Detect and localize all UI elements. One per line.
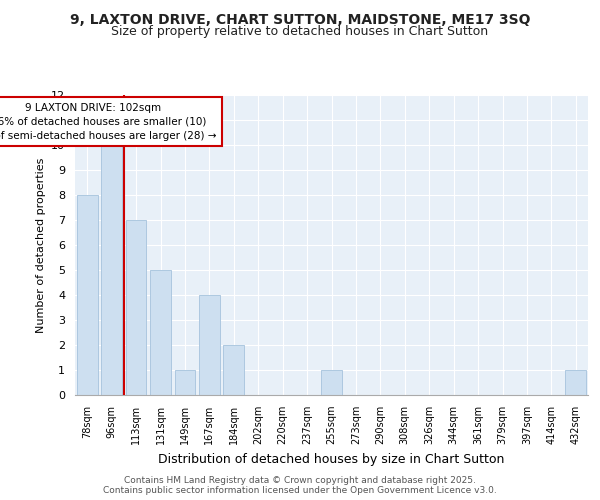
Bar — [125, 220, 146, 395]
Bar — [223, 345, 244, 395]
Text: Contains public sector information licensed under the Open Government Licence v3: Contains public sector information licen… — [103, 486, 497, 495]
Bar — [101, 145, 122, 395]
Bar — [77, 195, 98, 395]
Text: Size of property relative to detached houses in Chart Sutton: Size of property relative to detached ho… — [112, 25, 488, 38]
Bar — [565, 370, 586, 395]
Bar — [321, 370, 342, 395]
Bar — [150, 270, 171, 395]
X-axis label: Distribution of detached houses by size in Chart Sutton: Distribution of detached houses by size … — [158, 452, 505, 466]
Text: 9 LAXTON DRIVE: 102sqm
← 26% of detached houses are smaller (10)
74% of semi-det: 9 LAXTON DRIVE: 102sqm ← 26% of detached… — [0, 102, 217, 141]
Bar — [199, 295, 220, 395]
Y-axis label: Number of detached properties: Number of detached properties — [35, 158, 46, 332]
Text: 9, LAXTON DRIVE, CHART SUTTON, MAIDSTONE, ME17 3SQ: 9, LAXTON DRIVE, CHART SUTTON, MAIDSTONE… — [70, 12, 530, 26]
Text: Contains HM Land Registry data © Crown copyright and database right 2025.: Contains HM Land Registry data © Crown c… — [124, 476, 476, 485]
Bar — [175, 370, 196, 395]
